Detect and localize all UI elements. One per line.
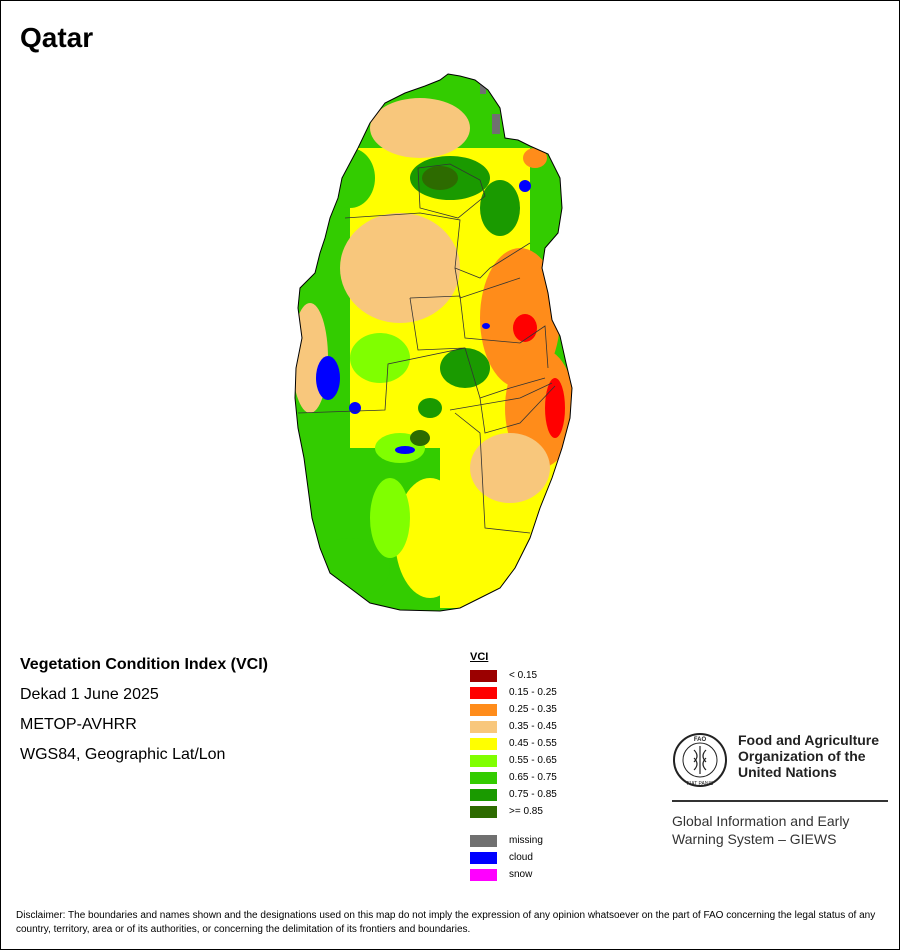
period-label: Dekad 1 June 2025 (20, 686, 159, 703)
legend-label: 0.55 - 0.65 (509, 755, 557, 766)
disclaimer: Disclaimer: The boundaries and names sho… (16, 910, 876, 935)
legend-label: snow (509, 869, 533, 880)
fao-name-line: Food and Agriculture (738, 732, 880, 748)
fao-logo-motto: FIAT PANIS (687, 781, 714, 787)
legend-swatch (470, 834, 497, 847)
vci-legend: VCI < 0.15 0.15 - 0.25 0.25 - 0.35 0.35 … (470, 651, 557, 883)
legend-swatch (470, 851, 497, 864)
legend-swatch (470, 703, 497, 716)
legend-swatch (470, 771, 497, 784)
legend-item: 0.25 - 0.35 (470, 701, 557, 718)
legend-item: snow (470, 866, 557, 883)
legend-swatch (470, 788, 497, 801)
legend-item: 0.45 - 0.55 (470, 735, 557, 752)
fao-logo-icon: FAO FIAT PANIS (673, 733, 727, 787)
legend-label: >= 0.85 (509, 806, 543, 817)
fao-branding: FAO FIAT PANIS Food and Agriculture Orga… (672, 732, 888, 848)
sensor-label: METOP-AVHRR (20, 716, 137, 733)
fao-logo-text: FAO (694, 737, 707, 743)
admin-boundaries (294, 73, 573, 612)
legend-swatch (470, 868, 497, 881)
legend-swatch (470, 669, 497, 682)
legend-swatch (470, 805, 497, 818)
legend-item: 0.75 - 0.85 (470, 786, 557, 803)
legend-label: 0.45 - 0.55 (509, 738, 557, 749)
legend-item: missing (470, 832, 557, 849)
projection-label: WGS84, Geographic Lat/Lon (20, 746, 226, 763)
legend-label: 0.15 - 0.25 (509, 687, 557, 698)
legend-title: VCI (470, 651, 489, 663)
map-title: Qatar (20, 22, 94, 53)
legend-item: cloud (470, 849, 557, 866)
legend-label: missing (509, 835, 543, 846)
legend-label: cloud (509, 852, 533, 863)
legend-swatch (470, 737, 497, 750)
fao-divider (672, 800, 888, 802)
legend-item: < 0.15 (470, 667, 557, 684)
fao-name: Food and Agriculture Organization of the… (738, 732, 879, 780)
legend-swatch (470, 754, 497, 767)
giews-line: Warning System – GIEWS (672, 831, 837, 847)
legend-swatch (470, 686, 497, 699)
qatar-vci-map (294, 73, 573, 612)
legend-label: < 0.15 (509, 670, 538, 681)
giews-line: Global Information and Early (672, 813, 850, 829)
legend-label: 0.35 - 0.45 (509, 721, 557, 732)
legend-swatch (470, 720, 497, 733)
legend-label: 0.75 - 0.85 (509, 789, 557, 800)
legend-item: 0.35 - 0.45 (470, 718, 557, 735)
fao-name-line: United Nations (738, 764, 837, 780)
legend-item: 0.55 - 0.65 (470, 752, 557, 769)
map-info: Vegetation Condition Index (VCI) Dekad 1… (20, 656, 268, 776)
giews-label: Global Information and Early Warning Sys… (672, 812, 888, 848)
legend-label: 0.25 - 0.35 (509, 704, 557, 715)
index-title: Vegetation Condition Index (VCI) (20, 656, 268, 673)
fao-name-line: Organization of the (738, 748, 866, 764)
legend-item: 0.65 - 0.75 (470, 769, 557, 786)
legend-item: >= 0.85 (470, 803, 557, 820)
legend-label: 0.65 - 0.75 (509, 772, 557, 783)
legend-item: 0.15 - 0.25 (470, 684, 557, 701)
